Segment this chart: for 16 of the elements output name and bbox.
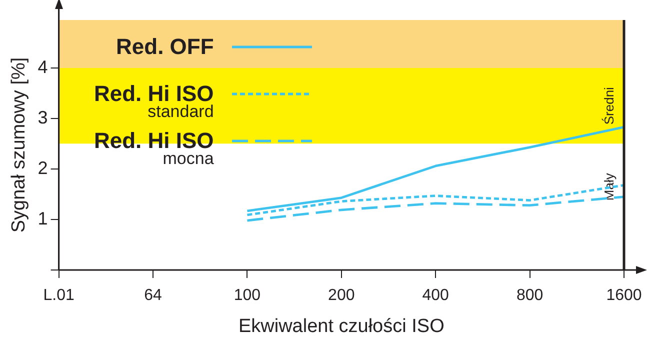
x-tick-label: 200 — [328, 287, 355, 304]
y-axis-title: Sygnał szumowy [%] — [8, 57, 30, 233]
x-tick-label: 100 — [234, 287, 261, 304]
x-tick-label: 1600 — [606, 287, 642, 304]
y-tick-label: 2 — [38, 158, 48, 178]
y-tick-label: 1 — [38, 208, 48, 228]
y-tick-label: 3 — [38, 107, 48, 128]
y-tick-label: 4 — [38, 56, 48, 77]
x-axis-title: Ekwiwalent czułości ISO — [238, 316, 444, 337]
band-label: Średni — [602, 86, 617, 125]
x-tick-label: 64 — [144, 287, 162, 304]
legend-label: Red. Hi ISO standard — [94, 81, 214, 121]
x-tick-label: L.01 — [43, 287, 74, 304]
legend-label: Red. OFF — [116, 34, 214, 60]
x-tick-label: 800 — [516, 287, 544, 304]
x-tick-label: 400 — [422, 287, 450, 304]
